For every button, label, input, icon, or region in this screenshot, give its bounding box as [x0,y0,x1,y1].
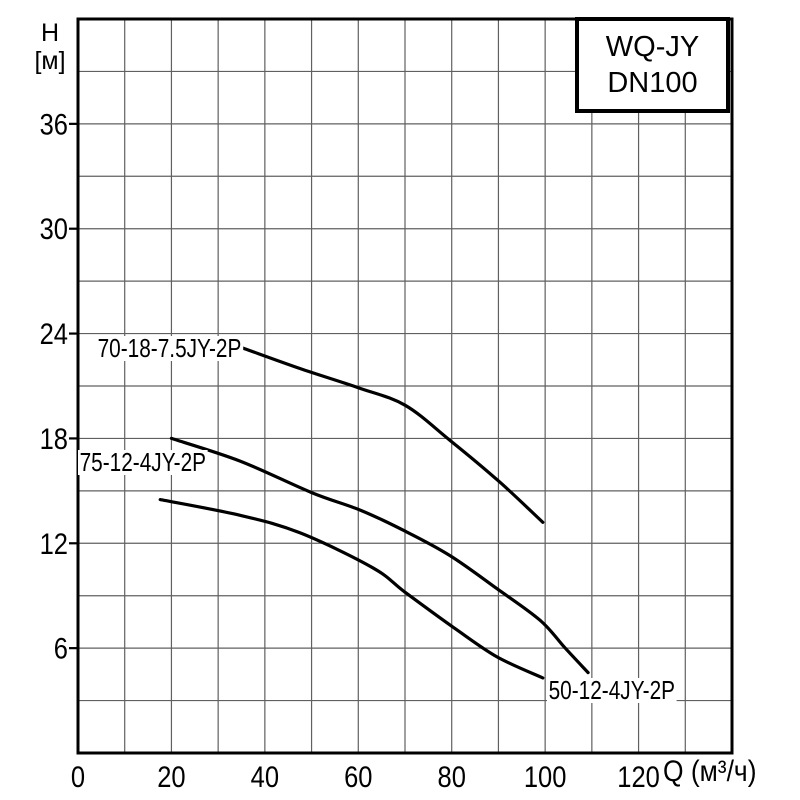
x-tick-label: 100 [524,760,567,793]
curve-label-2: 75-12-4JY-2P [78,447,208,477]
y-axis-unit: [м] [34,47,66,75]
x-tick-label: 80 [438,760,466,793]
x-tick-label: 60 [344,760,372,793]
x-tick-label: 20 [157,760,185,793]
y-tick-label: 6 [54,632,68,665]
y-tick-label: 12 [40,527,68,560]
y-tick-label: 36 [40,107,68,140]
x-tick-label: 120 [617,760,660,793]
curve-label-3: 50-12-4JY-2P [547,675,677,705]
model-title-box: WQ-JY DN100 [575,17,730,113]
model-series-label: WQ-JY [605,31,700,63]
y-axis-title: H [м] [26,19,74,75]
pump-curve-2 [169,436,590,675]
y-axis-symbol: H [40,19,60,47]
curve-label-1: 70-18-7.5JY-2P [96,333,243,363]
y-tick-label: 30 [40,212,68,245]
x-axis-unit-label: Q (м³/ч) [663,755,757,788]
x-tick-label: 0 [71,760,85,793]
x-tick-label: 40 [251,760,279,793]
y-tick-label: 18 [40,422,68,455]
y-tick-label: 24 [40,317,68,350]
pump-curve-1 [239,346,545,524]
pump-curve-3 [158,498,545,680]
plot-frame [76,17,734,755]
model-size-label: DN100 [607,67,698,99]
